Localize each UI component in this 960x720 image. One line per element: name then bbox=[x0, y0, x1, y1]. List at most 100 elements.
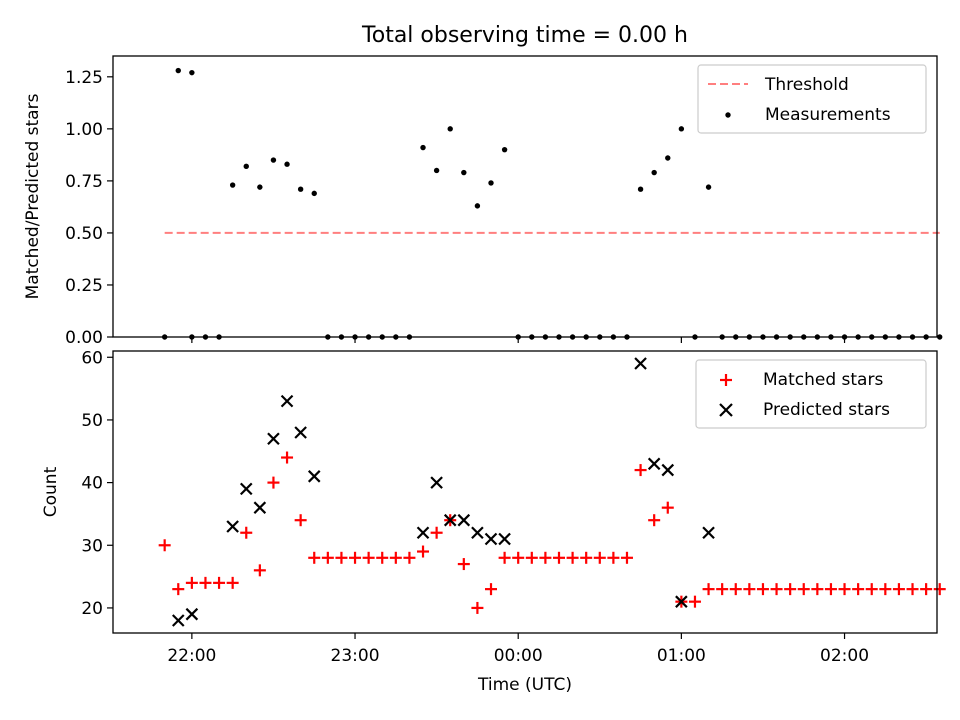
matched-star-point bbox=[172, 583, 185, 596]
matched-star-point bbox=[457, 558, 470, 571]
matched-star-point bbox=[688, 595, 701, 608]
matched-star-point bbox=[253, 564, 266, 577]
bottom-legend-box bbox=[695, 359, 927, 429]
matched-star-point bbox=[729, 583, 742, 596]
matched-star-point bbox=[199, 576, 212, 589]
predicted-star-point bbox=[647, 457, 661, 471]
matched-star-point bbox=[498, 551, 511, 564]
matched-star-point bbox=[566, 551, 579, 564]
measurements-legend-label: Measurements bbox=[765, 105, 891, 125]
predicted-stars-legend-swatch bbox=[719, 403, 733, 417]
measurement-point bbox=[243, 163, 249, 170]
matched-star-point bbox=[362, 551, 375, 564]
bottom-plot-marks bbox=[158, 357, 946, 627]
measurement-point bbox=[501, 146, 508, 153]
measurement-point bbox=[284, 161, 290, 167]
measurement-point bbox=[175, 67, 181, 74]
matched-star-point bbox=[158, 539, 171, 552]
measurements-legend-swatch bbox=[725, 112, 731, 118]
bot-y-tick-label: 20 bbox=[81, 599, 103, 619]
matched-star-point bbox=[213, 576, 226, 589]
predicted-star-point bbox=[498, 532, 511, 546]
matched-star-point bbox=[838, 583, 851, 596]
matched-star-point bbox=[471, 601, 484, 614]
matched-star-point bbox=[185, 576, 198, 589]
predicted-star-point bbox=[702, 526, 715, 540]
predicted-star-point bbox=[457, 513, 471, 527]
bot-x-tick-label: 00:00 bbox=[494, 646, 543, 666]
matched-star-point bbox=[620, 551, 633, 564]
matched-star-point bbox=[281, 451, 294, 464]
matched-star-point bbox=[906, 583, 919, 596]
matched-star-point bbox=[485, 583, 498, 596]
matched-star-point bbox=[743, 583, 756, 596]
matched-star-point bbox=[403, 551, 416, 564]
predicted-stars-legend-label: Predicted stars bbox=[763, 400, 890, 420]
predicted-star-point bbox=[675, 595, 688, 608]
matched-star-point bbox=[661, 501, 674, 514]
measurement-point bbox=[447, 126, 453, 132]
matched-star-point bbox=[240, 526, 253, 539]
bot-y-tick-label: 40 bbox=[81, 474, 103, 494]
measurement-point bbox=[474, 203, 481, 209]
matched-star-point bbox=[430, 526, 443, 539]
measurement-point bbox=[705, 184, 712, 190]
top-y-tick-label: 0.00 bbox=[65, 328, 103, 348]
matched-star-point bbox=[607, 551, 620, 564]
predicted-star-point bbox=[171, 614, 185, 627]
predicted-star-point bbox=[430, 476, 443, 489]
matched-star-point bbox=[294, 514, 307, 527]
matched-star-point bbox=[648, 514, 661, 527]
bottom-y-axis: 20 30 40 50 60 bbox=[81, 348, 113, 619]
measurement-point bbox=[433, 167, 440, 174]
top-y-tick-label: 0.75 bbox=[65, 172, 103, 192]
measurement-point bbox=[461, 169, 467, 176]
predicted-star-point bbox=[661, 463, 675, 477]
matched-star-point bbox=[933, 583, 946, 596]
top-plot: 0.00 0.25 0.50 0.75 1.00 1.25 Matched/Predict… bbox=[23, 55, 943, 348]
measurement-point bbox=[297, 186, 304, 192]
measurement-point bbox=[651, 169, 657, 176]
matched-star-point bbox=[525, 551, 538, 564]
matched-star-point bbox=[539, 551, 552, 564]
matched-stars-legend-swatch bbox=[720, 374, 732, 386]
matched-star-point bbox=[920, 583, 933, 596]
matched-star-point bbox=[552, 551, 565, 564]
matched-star-point bbox=[797, 583, 810, 596]
matched-star-point bbox=[580, 551, 593, 564]
matched-star-point bbox=[756, 583, 769, 596]
bot-x-tick-label: 22:00 bbox=[167, 646, 216, 666]
matched-star-point bbox=[308, 551, 321, 564]
predicted-star-point bbox=[416, 526, 430, 540]
matched-star-point bbox=[634, 464, 647, 477]
matched-star-point bbox=[593, 551, 606, 564]
measurement-point bbox=[270, 157, 277, 163]
measurement-point bbox=[678, 126, 685, 132]
bot-x-tick-label: 23:00 bbox=[331, 646, 380, 666]
top-x-axis bbox=[191, 337, 846, 343]
matched-star-point bbox=[879, 583, 892, 596]
matched-star-point bbox=[376, 551, 389, 564]
bot-x-tick-label: 01:00 bbox=[657, 646, 706, 666]
top-y-axis: 0.00 0.25 0.50 0.75 1.00 1.25 bbox=[65, 68, 113, 348]
measurement-point bbox=[257, 184, 263, 190]
bot-y-tick-label: 30 bbox=[81, 536, 103, 556]
bottom-x-axis: 22:00 23:00 00:00 01:00 02:00 bbox=[167, 633, 869, 666]
matched-star-point bbox=[784, 583, 797, 596]
top-chart-title: Total observing time = 0.00 h bbox=[361, 23, 688, 48]
matched-star-point bbox=[811, 583, 824, 596]
top-legend-box bbox=[697, 64, 927, 134]
bot-x-tick-label: 02:00 bbox=[820, 646, 869, 666]
measurement-point bbox=[488, 180, 494, 186]
top-y-tick-label: 1.00 bbox=[65, 120, 103, 140]
matched-star-point bbox=[852, 583, 865, 596]
top-legend: Threshold Measurements bbox=[697, 64, 927, 134]
matched-star-point bbox=[702, 583, 715, 596]
predicted-star-point bbox=[267, 432, 280, 446]
predicted-star-point bbox=[471, 526, 484, 540]
measurement-point bbox=[189, 69, 195, 76]
predicted-star-point bbox=[226, 520, 239, 533]
measurement-point bbox=[937, 334, 943, 340]
matched-star-point bbox=[716, 583, 729, 596]
